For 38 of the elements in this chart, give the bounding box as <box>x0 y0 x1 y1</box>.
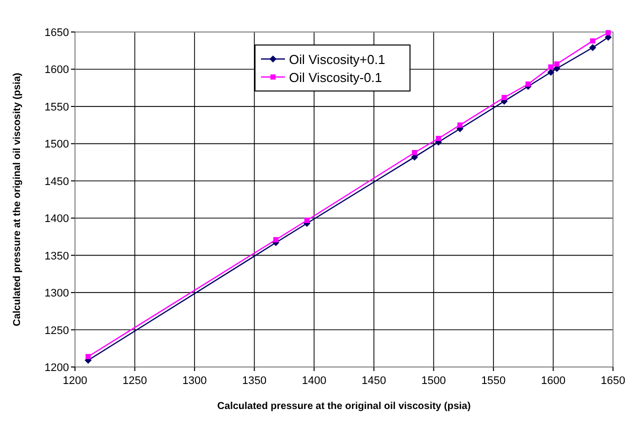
legend-label: Oil Viscosity+0.1 <box>289 52 386 67</box>
point <box>547 68 554 76</box>
x-tick-label: 1450 <box>362 375 386 387</box>
y-tick-label: 1400 <box>44 213 69 226</box>
y-tick-label: 1250 <box>44 324 69 337</box>
x-tick-label: 1300 <box>182 375 207 387</box>
x-tick-label: 1250 <box>122 375 148 387</box>
y-tick-label: 1650 <box>44 27 69 39</box>
x-tick-label: 1650 <box>600 375 625 387</box>
y-tick-label: 1350 <box>44 250 69 262</box>
x-tick-label: 1600 <box>540 375 566 387</box>
point <box>412 150 418 156</box>
legend-label: Oil Viscosity-0.1 <box>289 70 382 85</box>
point <box>86 354 91 360</box>
y-tick-label: 1200 <box>44 362 69 374</box>
y-tick-label: 1300 <box>44 288 69 300</box>
point <box>589 44 596 52</box>
point <box>606 30 611 36</box>
y-tick-label: 1500 <box>44 138 69 151</box>
y-axis-title: Calculated pressure at the original oil viscosity (psia) <box>12 72 23 326</box>
point <box>526 82 531 87</box>
point <box>554 61 560 67</box>
x-tick-label: 1200 <box>62 375 88 387</box>
point <box>590 38 596 44</box>
y-tick-label: 1450 <box>44 176 69 188</box>
point <box>548 64 554 70</box>
x-tick-label: 1350 <box>242 375 267 387</box>
x-axis-title: Calculated pressure at the original oil viscosity (psia) <box>217 401 471 412</box>
point <box>436 136 442 142</box>
x-tick-label: 1500 <box>421 375 446 387</box>
point <box>457 122 463 128</box>
y-tick-label: 1600 <box>44 64 69 76</box>
x-tick-label: 1550 <box>481 375 506 387</box>
y-tick-label: 1550 <box>44 101 69 114</box>
x-tick-label: 1400 <box>302 375 326 387</box>
point <box>304 218 310 223</box>
point <box>502 94 507 100</box>
point <box>273 237 278 242</box>
